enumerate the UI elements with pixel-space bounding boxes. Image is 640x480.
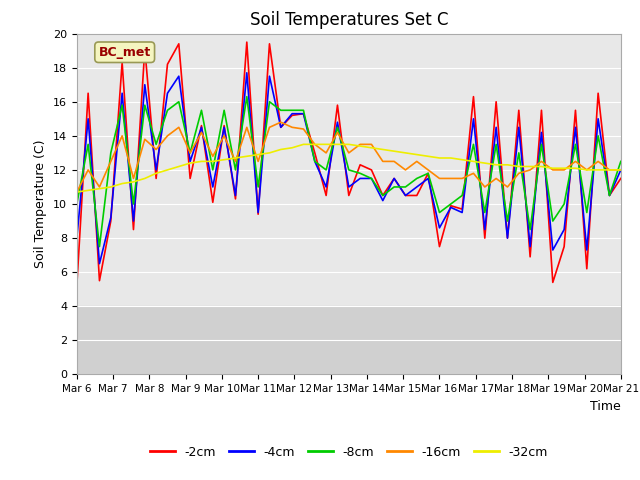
Legend: -2cm, -4cm, -8cm, -16cm, -32cm: -2cm, -4cm, -8cm, -16cm, -32cm bbox=[145, 441, 553, 464]
Y-axis label: Soil Temperature (C): Soil Temperature (C) bbox=[35, 140, 47, 268]
Bar bbox=[77, 306, 621, 374]
X-axis label: Time: Time bbox=[590, 400, 621, 413]
Title: Soil Temperatures Set C: Soil Temperatures Set C bbox=[250, 11, 448, 29]
Text: BC_met: BC_met bbox=[99, 46, 151, 59]
